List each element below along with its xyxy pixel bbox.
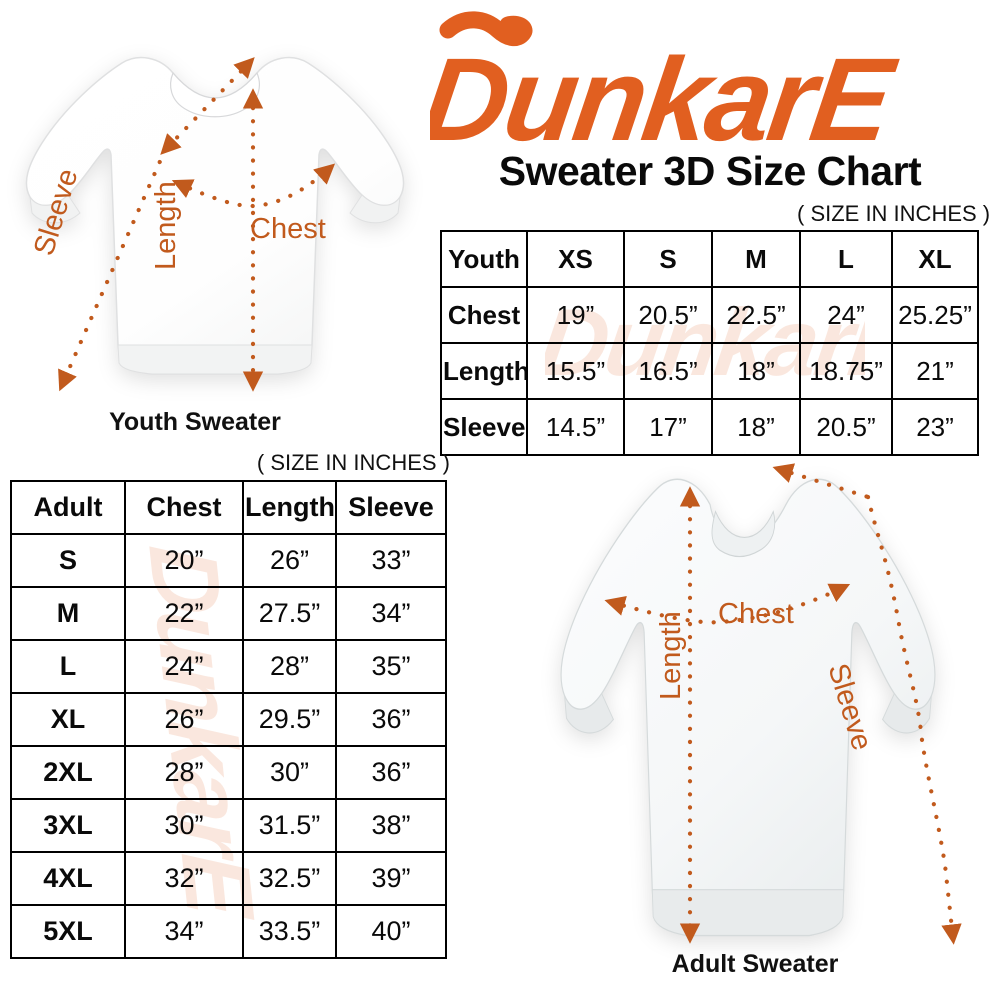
svg-text:DunkarE: DunkarE bbox=[430, 35, 904, 166]
